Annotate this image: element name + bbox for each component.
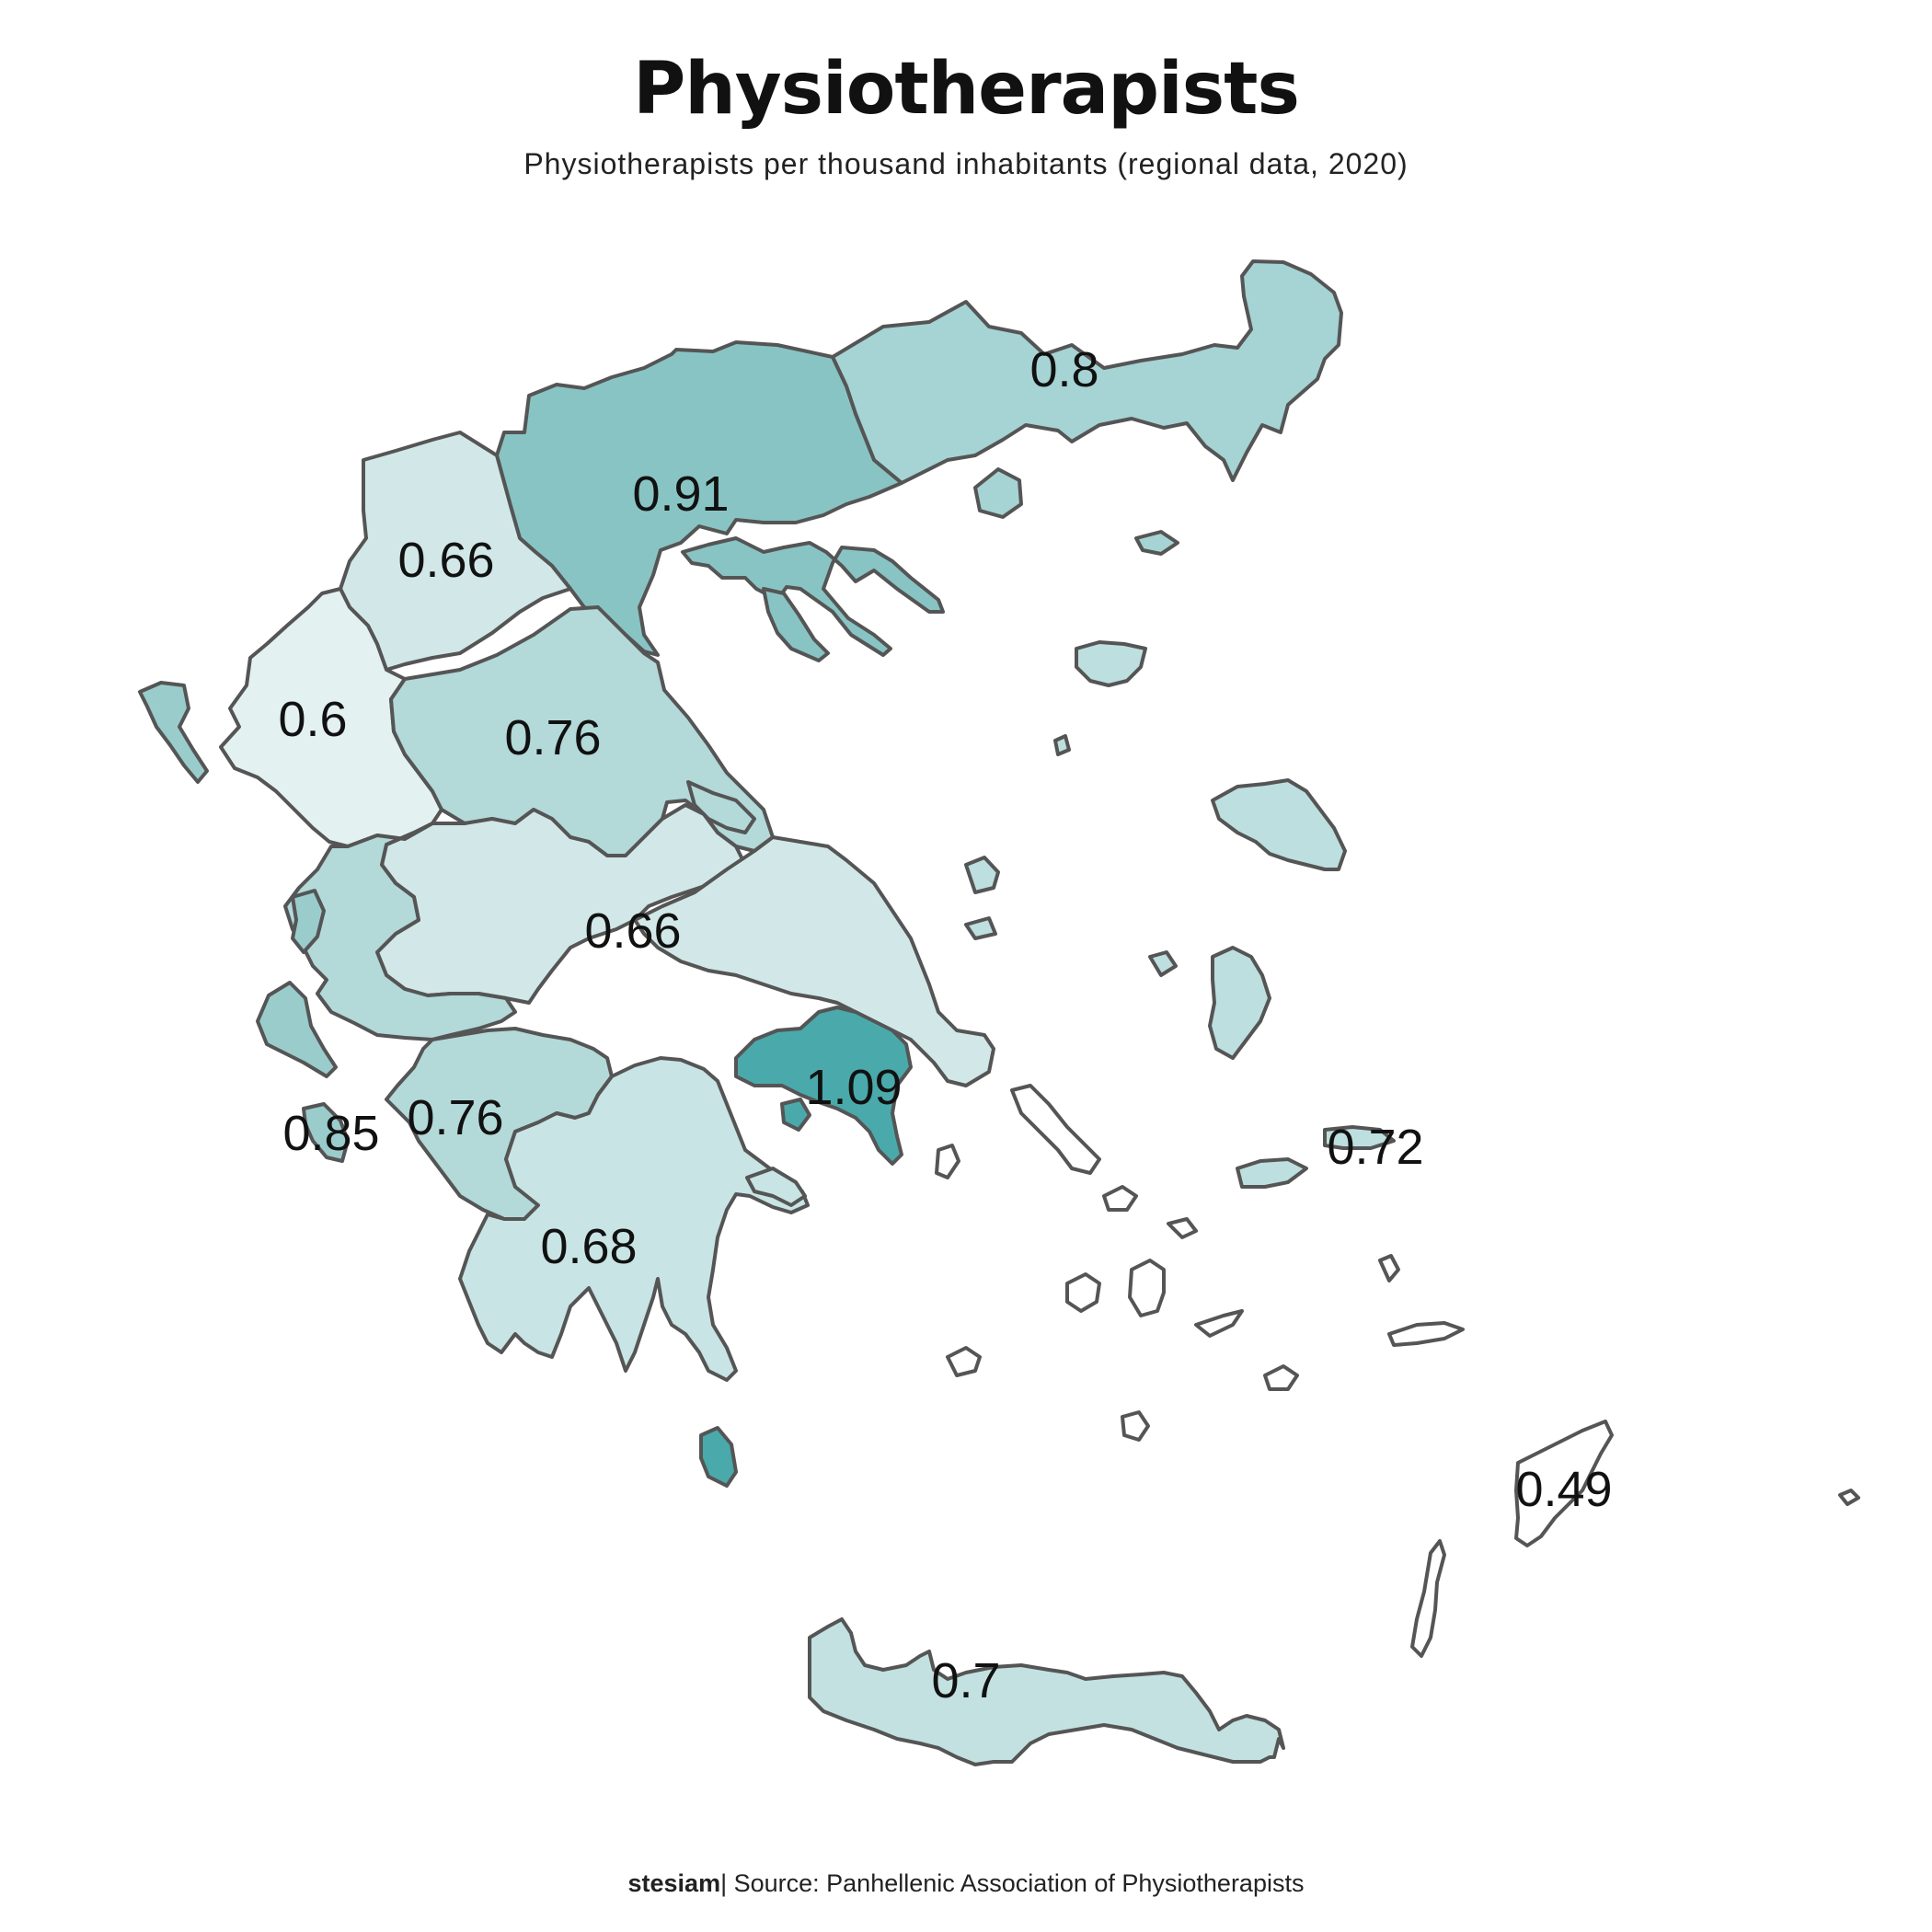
andros-island [1010,1084,1101,1175]
thasos-north [1075,640,1147,687]
footer-author: stesiam [627,1869,721,1897]
amorgos-island [1194,1309,1244,1338]
skyros-island [1148,950,1178,977]
label-north-aegean: 0.72 [1327,1120,1423,1175]
mykonos-island [1167,1217,1198,1239]
chios-island [1208,946,1271,1060]
label-western-greece: 0.76 [407,1090,503,1145]
label-attica: 1.09 [805,1060,902,1115]
evia-island [633,835,995,1087]
kythira-island [699,1426,738,1488]
label-western-macedonia: 0.66 [397,533,494,588]
region-attica[interactable] [734,1006,913,1166]
aegina-island [780,1098,811,1132]
agios-efstratios [964,856,1000,894]
label-thessaly: 0.76 [504,710,601,765]
label-peloponnese: 0.68 [540,1219,637,1274]
footer-caption: stesiam| Source: Panhellenic Association… [0,1869,1932,1898]
label-south-aegean: 0.49 [1515,1462,1612,1517]
kassandra [762,587,830,662]
paros-island [1065,1272,1101,1313]
region-peloponnese[interactable] [458,1056,810,1382]
label-crete: 0.7 [931,1653,1000,1708]
skiathos [964,916,997,940]
chart-subtitle: Physiotherapists per thousand inhabitant… [523,147,1409,180]
kea-island [935,1144,960,1179]
label-eastern-macedonia-thrace: 0.8 [1029,342,1098,397]
label-epirus: 0.6 [278,692,347,747]
kefalonia-island [256,981,338,1078]
tinos-island [1102,1185,1138,1212]
chart-title: Physiotherapists [633,48,1300,131]
limnos-island [1053,734,1071,756]
kos-island [1387,1321,1465,1347]
astypalaia-island [1263,1364,1299,1391]
label-central-macedonia: 0.91 [632,466,729,522]
ikaria-samos [1236,1157,1308,1189]
lesvos-island [1211,778,1347,871]
milos-island [946,1346,982,1377]
santorini-island [1121,1410,1150,1442]
leros-island [1378,1254,1400,1282]
samothraki-island [1134,530,1179,556]
magnesia [686,780,756,834]
naxos-island [1128,1259,1166,1317]
zakynthos-island [302,1102,350,1163]
argolid-islands [745,1167,807,1207]
label-central-greece: 0.66 [584,903,681,959]
rhodes-island [1514,1420,1614,1547]
footer-source: | Source: Panhellenic Association of Phy… [720,1869,1305,1897]
region-eastern-macedonia-thrace[interactable] [831,259,1343,485]
kastellorizo-island [1838,1489,1860,1506]
lefkada-island [291,889,326,954]
region-crete[interactable] [808,1617,1285,1766]
region-western-greece[interactable] [283,822,517,1041]
karpathos-island [1410,1539,1446,1658]
samos-island [1323,1125,1396,1150]
label-ionian-islands: 0.85 [282,1106,379,1161]
corfu-island [138,681,209,784]
thasos-island [973,467,1023,519]
